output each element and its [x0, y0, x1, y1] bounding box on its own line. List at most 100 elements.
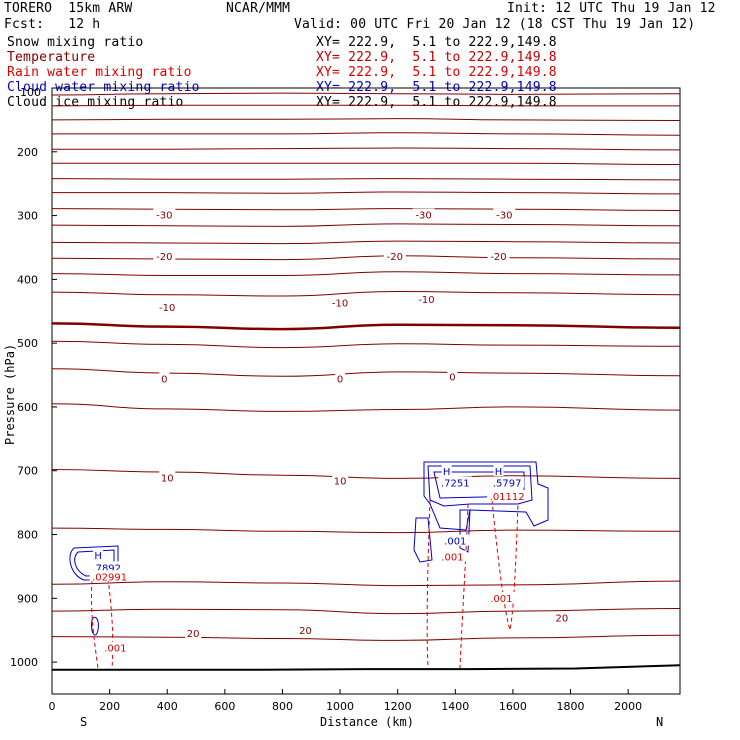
- contour-label-bg: [383, 250, 406, 262]
- contour-label-bg: [332, 474, 349, 486]
- org-label: NCAR/MMM: [226, 1, 291, 16]
- rain-water-contours: [90, 499, 519, 669]
- contour-label-rain-water: .001: [490, 594, 512, 605]
- y-tick-label-100-partial: 100: [20, 86, 41, 99]
- isotherm-m48: [51, 104, 680, 107]
- contour-label-bg: [89, 561, 124, 573]
- rain-water-contour: [426, 499, 431, 669]
- field-xy-snow: XY= 222.9, 5.1 to 222.9,149.8: [316, 35, 557, 50]
- contour-label-cloud-water: H: [443, 467, 451, 478]
- contour-label-bg: [487, 250, 510, 262]
- isotherm-20: [51, 580, 681, 587]
- field-xy-rain-water: XY= 222.9, 5.1 to 222.9,149.8: [316, 65, 557, 80]
- contour-label-temperature: 20: [299, 626, 312, 637]
- contour-label-rain-water: .001: [441, 552, 463, 563]
- x-tick-label: 1800: [557, 700, 585, 713]
- rain-water-contour: [459, 503, 469, 669]
- isotherm-m40: [52, 162, 681, 165]
- isotherm-m50: [51, 92, 681, 96]
- y-tick-label: 900: [17, 592, 38, 605]
- contour-label-temperature: -30: [415, 211, 431, 222]
- contour-label-temperature: -10: [332, 299, 348, 310]
- contour-label-bg: [493, 208, 516, 220]
- isotherm-0: [51, 322, 681, 331]
- contour-label-bg: [101, 641, 130, 653]
- contour-label-temperature: -30: [156, 211, 172, 222]
- contour-label-temperature: -10: [418, 295, 434, 306]
- cloud-water-contour: [413, 517, 433, 563]
- contour-label-temperature: 0: [337, 375, 343, 386]
- contour-label-cloud-water: .5797: [493, 478, 522, 489]
- contour-label-bg: [153, 250, 176, 262]
- field-name-rain-water: Rain water mixing ratio: [7, 65, 192, 80]
- rain-water-contour: [107, 577, 114, 669]
- contour-label-bg: [493, 465, 504, 477]
- x-end-right: N: [656, 715, 663, 729]
- field-name-temperature: Temperature: [7, 50, 96, 65]
- valid-time: Valid: 00 UTC Fri 20 Jan 12 (18 CST Thu …: [294, 17, 696, 32]
- x-tick-label: 800: [272, 700, 293, 713]
- x-tick-label: 1200: [384, 700, 412, 713]
- contour-label-bg: [329, 296, 352, 308]
- plot-frame: [51, 87, 681, 695]
- contour-label-cloud-water: H: [94, 551, 102, 562]
- contour-label-temperature: -20: [156, 252, 172, 263]
- contour-label-temperature: 0: [161, 375, 167, 386]
- isotherm-m25: [51, 208, 681, 211]
- contour-label-cloud-water: H: [495, 467, 503, 478]
- cloud-water-contour: [427, 465, 533, 507]
- contour-label-bg: [415, 292, 438, 304]
- temperature-isotherms: [51, 92, 681, 641]
- x-end-left: S: [80, 715, 87, 729]
- isotherm-m10: [51, 271, 681, 276]
- isotherm-m46: [51, 118, 681, 121]
- contour-label-bg: [447, 370, 458, 382]
- isotherm-5: [51, 368, 681, 377]
- x-tick-label: 2000: [614, 700, 642, 713]
- y-tick-label: 400: [17, 273, 38, 286]
- x-axis-ticks: 0 200 400 600 800 1000 1200 1400 1600 1800 2000: [49, 689, 642, 713]
- y-axis-ticks: 1000 900 800 700 600 500 400 300 200: [10, 146, 57, 669]
- contour-label-temperature: -20: [490, 252, 506, 263]
- x-tick-label: 200: [99, 700, 120, 713]
- isotherm-8: [51, 403, 681, 412]
- contour-label-temperature: 20: [556, 614, 569, 625]
- rain-water-contour: [491, 499, 519, 631]
- contour-label-bg: [438, 476, 473, 488]
- contour-label-temperature: 0: [449, 373, 455, 384]
- contour-label-rain-water: .01112: [490, 492, 525, 503]
- contour-label-temperature: 10: [161, 473, 174, 484]
- contour-label-temperature: 20: [187, 629, 200, 640]
- y-tick-label: 500: [17, 337, 38, 350]
- contour-label-bg: [438, 550, 467, 562]
- y-tick-label: 800: [17, 529, 38, 542]
- contour-label-bg: [335, 372, 346, 384]
- contour-label-cloud-water: .7892: [92, 563, 121, 574]
- isotherm-m22: [51, 223, 681, 227]
- contour-label-bg: [159, 372, 170, 384]
- contour-label-temperature: -30: [496, 211, 512, 222]
- isotherm-m44: [52, 132, 681, 136]
- contour-label-cloud-water: .001: [444, 537, 466, 548]
- isotherm-22: [51, 608, 681, 615]
- isotherm-m30: [52, 191, 681, 195]
- contour-label-bg: [490, 476, 525, 488]
- x-tick-label: 1600: [499, 700, 527, 713]
- contour-label-bg: [412, 208, 435, 220]
- contour-label-bg: [156, 301, 179, 313]
- contour-label-bg: [487, 489, 528, 501]
- init-time: Init: 12 UTC Thu 19 Jan 12: [507, 1, 716, 16]
- rain-water-contour: [90, 579, 99, 669]
- forecast-hour: Fcst: 12 h: [4, 17, 101, 32]
- contour-label-bg: [487, 591, 516, 603]
- contour-label-temperature: -10: [159, 303, 175, 314]
- contour-label-cloud-water: .7251: [441, 478, 470, 489]
- y-tick-label: 700: [17, 465, 38, 478]
- y-axis-label: Pressure (hPa): [3, 344, 17, 445]
- x-tick-label: 0: [49, 700, 56, 713]
- isotherm-m36: [51, 178, 681, 181]
- y-tick-label: 1000: [10, 656, 38, 669]
- x-tick-label: 1400: [441, 700, 469, 713]
- contour-labels: -30 -30 -30 -20 -20 -20 -10 -10 -10 0 0 0 10 10 20 20 20…: [89, 208, 570, 655]
